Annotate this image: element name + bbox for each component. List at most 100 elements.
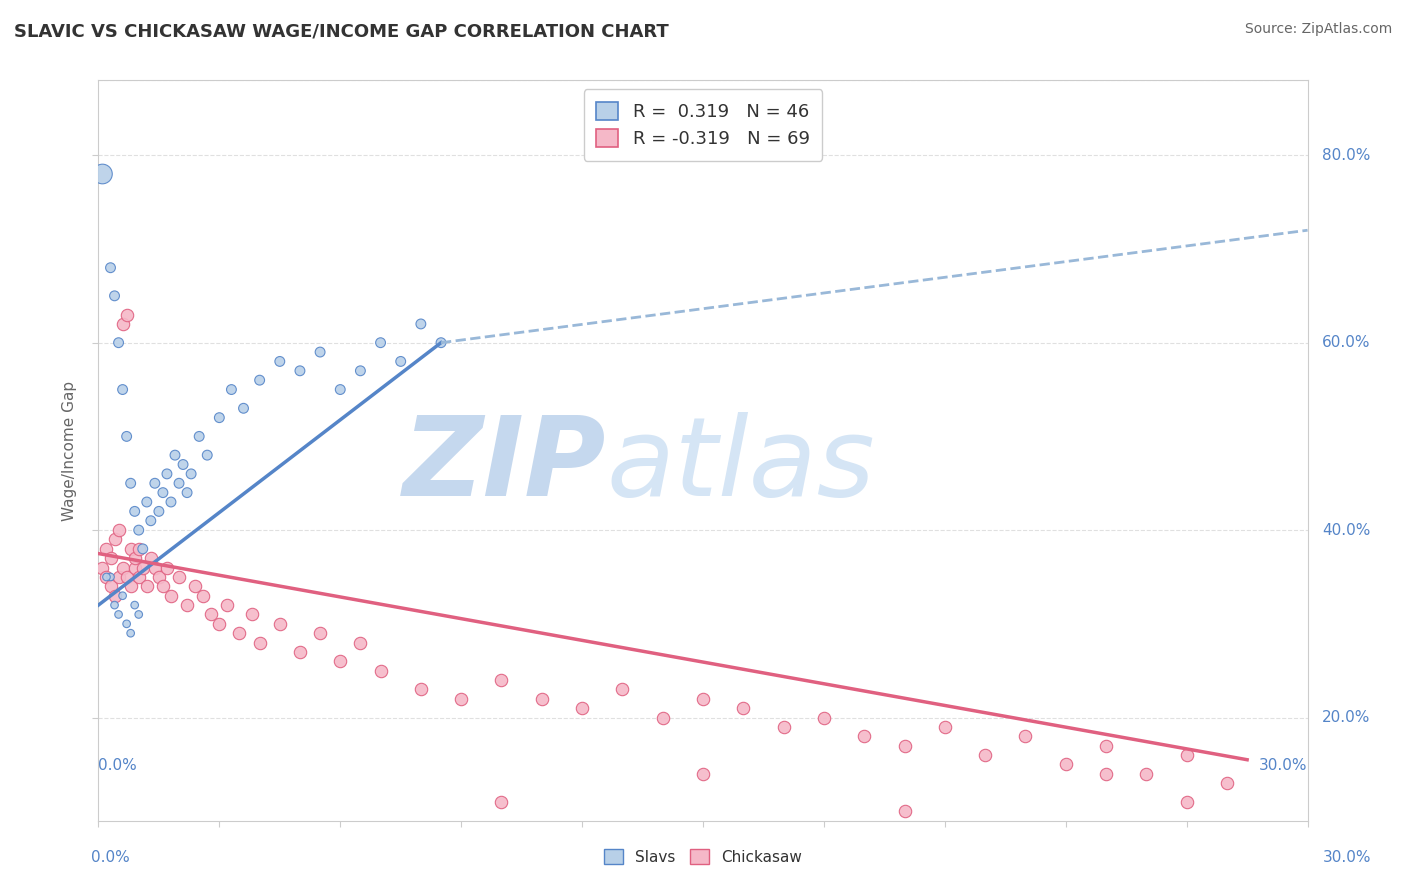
Point: [111, 560, 134, 574]
Point: [156, 467, 179, 481]
Point: [100, 260, 122, 275]
Point: [188, 429, 211, 443]
Point: [120, 541, 142, 556]
Point: [91, 167, 114, 181]
Point: [409, 317, 432, 331]
Point: [240, 607, 263, 622]
Point: [370, 664, 392, 678]
Point: [139, 551, 162, 566]
Point: [152, 485, 174, 500]
Point: [120, 626, 142, 640]
Point: [143, 560, 166, 574]
Point: [115, 429, 138, 443]
Point: [103, 533, 125, 547]
Point: [329, 654, 352, 668]
Point: [163, 448, 186, 462]
Point: [184, 579, 207, 593]
Point: [491, 795, 513, 809]
Point: [124, 560, 146, 574]
Point: [193, 589, 215, 603]
Point: [111, 589, 134, 603]
Point: [208, 616, 231, 631]
Point: [167, 570, 190, 584]
Point: [269, 354, 291, 368]
Point: [128, 523, 150, 537]
Point: [491, 673, 513, 687]
Point: [115, 570, 138, 584]
Point: [893, 739, 915, 753]
Legend: Slavs, Chickasaw: Slavs, Chickasaw: [596, 841, 810, 872]
Text: Source: ZipAtlas.com: Source: ZipAtlas.com: [1244, 22, 1392, 37]
Point: [934, 720, 956, 734]
Point: [96, 541, 118, 556]
Point: [120, 579, 142, 593]
Point: [217, 598, 239, 612]
Point: [1135, 766, 1157, 780]
Point: [100, 579, 122, 593]
Point: [309, 345, 332, 359]
Point: [530, 691, 553, 706]
Point: [176, 598, 198, 612]
Point: [103, 589, 125, 603]
Point: [651, 710, 673, 724]
Point: [132, 560, 155, 574]
Point: [228, 626, 250, 640]
Point: [1095, 766, 1118, 780]
Point: [103, 598, 125, 612]
Point: [107, 335, 129, 350]
Point: [893, 804, 915, 818]
Point: [1054, 757, 1077, 772]
Point: [571, 701, 593, 715]
Text: 40.0%: 40.0%: [1322, 523, 1371, 538]
Point: [100, 551, 122, 566]
Point: [288, 645, 311, 659]
Point: [612, 682, 634, 697]
Text: 80.0%: 80.0%: [1322, 148, 1371, 162]
Point: [269, 616, 291, 631]
Point: [96, 570, 118, 584]
Point: [195, 448, 218, 462]
Point: [132, 541, 155, 556]
Point: [135, 495, 157, 509]
Point: [135, 579, 157, 593]
Point: [91, 560, 114, 574]
Point: [103, 289, 125, 303]
Point: [208, 410, 231, 425]
Point: [329, 383, 352, 397]
Point: [813, 710, 835, 724]
Point: [152, 579, 174, 593]
Point: [389, 354, 412, 368]
Point: [124, 504, 146, 518]
Point: [139, 514, 162, 528]
Point: [349, 635, 371, 649]
Point: [111, 383, 134, 397]
Point: [107, 607, 129, 622]
Point: [156, 560, 179, 574]
Point: [115, 616, 138, 631]
Point: [1175, 795, 1198, 809]
Point: [107, 523, 129, 537]
Point: [450, 691, 472, 706]
Point: [148, 570, 170, 584]
Point: [200, 607, 222, 622]
Text: atlas: atlas: [606, 412, 875, 519]
Point: [1014, 729, 1036, 743]
Point: [232, 401, 254, 416]
Point: [115, 308, 138, 322]
Point: [120, 476, 142, 491]
Point: [124, 551, 146, 566]
Point: [100, 570, 122, 584]
Point: [221, 383, 243, 397]
Text: 30.0%: 30.0%: [1323, 850, 1371, 865]
Point: [692, 691, 714, 706]
Point: [124, 598, 146, 612]
Point: [409, 682, 432, 697]
Point: [160, 495, 183, 509]
Point: [733, 701, 755, 715]
Point: [180, 467, 202, 481]
Point: [692, 766, 714, 780]
Point: [160, 589, 183, 603]
Point: [309, 626, 332, 640]
Point: [249, 373, 271, 387]
Point: [370, 335, 392, 350]
